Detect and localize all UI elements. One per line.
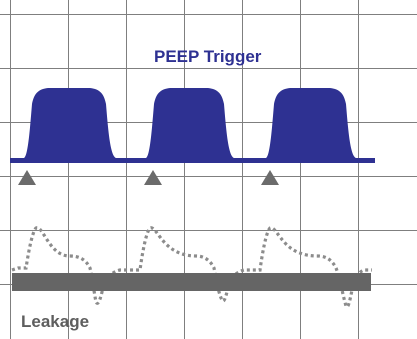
peep-trigger-label: PEEP Trigger: [154, 47, 262, 66]
pressure-waveform: [10, 88, 375, 163]
flow-waveform: [11, 226, 372, 309]
up-triangle-icon: [144, 170, 162, 185]
leakage-label: Leakage: [21, 312, 90, 331]
up-triangle-icon: [18, 170, 36, 185]
up-triangle-icon: [261, 170, 279, 185]
leakage-band: [12, 273, 371, 291]
trigger-markers: [18, 170, 279, 185]
